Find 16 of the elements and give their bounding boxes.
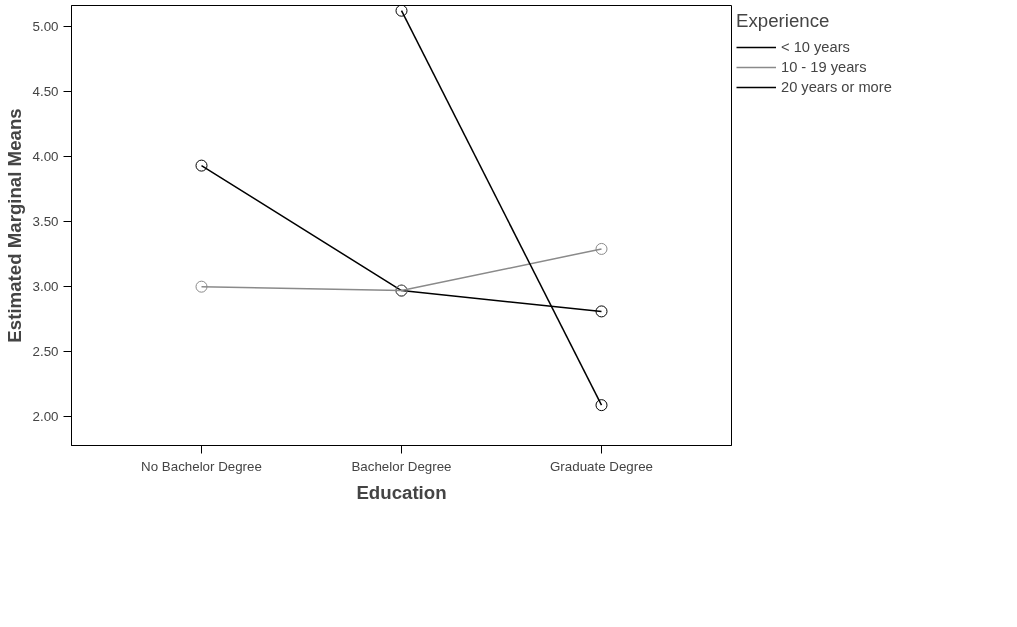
x-tick-label: Bachelor Degree xyxy=(351,458,452,474)
y-tick-label: 3.50 xyxy=(32,214,59,230)
y-tick-label: 5.00 xyxy=(32,18,59,34)
y-tick-label: 4.50 xyxy=(32,83,59,99)
x-axis-title: Education xyxy=(356,481,447,503)
x-tick-label: Graduate Degree xyxy=(550,458,654,474)
x-tick-label: No Bachelor Degree xyxy=(141,458,262,474)
y-tick-label: 2.00 xyxy=(32,409,59,425)
y-tick-label: 2.50 xyxy=(32,344,59,360)
legend-label: 20 years or more xyxy=(781,79,892,95)
y-tick-label: 4.00 xyxy=(32,149,59,165)
legend-label: < 10 years xyxy=(781,39,850,55)
y-axis-title: Estimated Marginal Means xyxy=(3,108,25,343)
y-tick-label: 3.00 xyxy=(32,279,59,295)
legend-title: Experience xyxy=(736,10,831,32)
legend-label: 10 - 19 years xyxy=(781,59,867,75)
